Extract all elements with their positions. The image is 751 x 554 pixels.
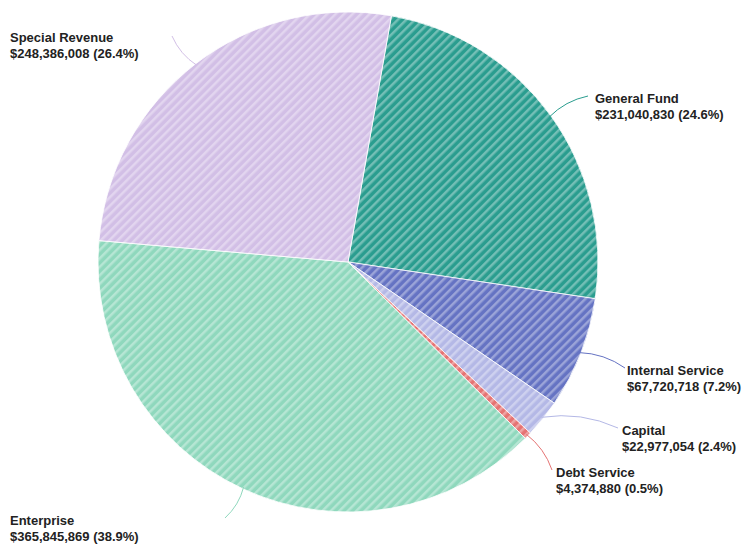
slice-name: Capital (622, 423, 665, 438)
slice-value: $67,720,718 (7.2%) (627, 379, 741, 394)
leader-line (526, 434, 552, 470)
leader-line (172, 36, 197, 65)
slice-value: $22,977,054 (2.4%) (622, 439, 736, 454)
slice-name: Debt Service (556, 465, 635, 480)
pie-slice (348, 16, 598, 299)
leader-line (225, 487, 244, 518)
pie-chart: General Fund$231,040,830 (24.6%) Internal… (0, 0, 751, 554)
labels: General Fund$231,040,830 (24.6%) Internal… (10, 30, 741, 544)
slice-name: Internal Service (627, 363, 724, 378)
slices (98, 12, 598, 512)
pie-slice (99, 12, 391, 262)
chart-container: General Fund$231,040,830 (24.6%) Internal… (0, 0, 751, 554)
leader-line (579, 353, 625, 368)
slice-value: $248,386,008 (26.4%) (10, 46, 139, 61)
slice-name: Enterprise (10, 513, 74, 528)
slice-value: $231,040,830 (24.6%) (595, 107, 724, 122)
slice-value: $4,374,880 (0.5%) (556, 481, 663, 496)
slice-name: General Fund (595, 91, 679, 106)
slice-name: Special Revenue (10, 30, 113, 45)
leader-line (549, 96, 588, 117)
pie-slice (98, 241, 525, 512)
slice-value: $365,845,869 (38.9%) (10, 529, 139, 544)
leader-line (541, 416, 618, 428)
